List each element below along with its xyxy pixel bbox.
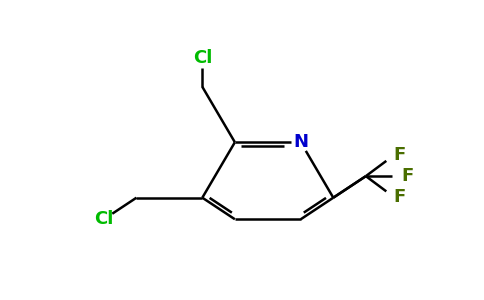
Text: F: F xyxy=(394,146,406,164)
Text: N: N xyxy=(293,133,308,151)
Text: Cl: Cl xyxy=(193,49,212,67)
Text: Cl: Cl xyxy=(94,210,114,228)
Text: F: F xyxy=(402,167,414,185)
Text: F: F xyxy=(394,188,406,206)
